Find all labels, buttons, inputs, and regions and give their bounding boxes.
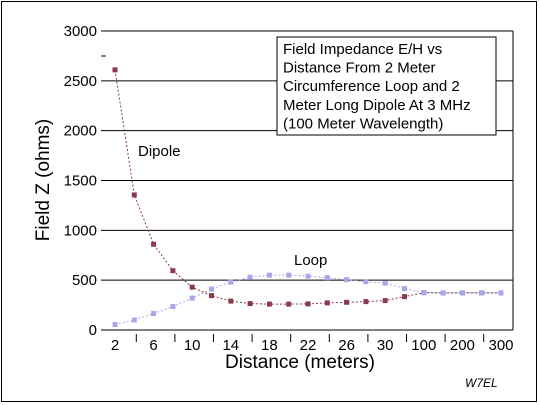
dipole-point: [266, 301, 272, 307]
title-line-1: Field Impedance E/H vs: [283, 41, 442, 58]
title-line-3: Circumference Loop and 2: [283, 78, 460, 95]
y-tick-label-1000: 1000: [64, 222, 97, 239]
y-tick-label-2000: 2000: [64, 123, 97, 140]
y-tick-label-0: 0: [89, 322, 97, 339]
loop-point: [440, 290, 446, 296]
loop-point: [266, 272, 272, 278]
dipole-point: [363, 299, 369, 305]
y-axis-ticks: 0 500 1000 1500 2000 2500 3000: [64, 23, 97, 339]
y-tick-label-500: 500: [72, 272, 97, 289]
loop-point: [363, 279, 369, 285]
title-line-5: (100 Meter Wavelength): [283, 115, 443, 132]
loop-point: [247, 274, 253, 280]
loop-point: [382, 280, 388, 286]
dipole-point: [305, 301, 311, 307]
dipole-point: [402, 294, 407, 300]
loop-point: [189, 295, 195, 301]
y-axis-label: Field Z (ohms): [33, 119, 54, 241]
title-box: [276, 36, 497, 136]
loop-point: [286, 272, 292, 278]
loop-point: [421, 290, 427, 296]
x-axis-label: Distance (meters): [225, 352, 375, 373]
dipole-point: [228, 298, 234, 304]
dipole-point: [112, 67, 118, 73]
loop-point: [498, 290, 504, 296]
loop-point: [402, 286, 407, 292]
loop-point: [344, 277, 350, 283]
loop-point: [479, 290, 485, 296]
axes: [101, 31, 514, 331]
dipole-point: [247, 301, 253, 307]
title-text: Field Impedance E/H vs Distance From 2 Me…: [283, 41, 471, 132]
dipole-point: [151, 241, 157, 247]
y-tick-label-2500: 2500: [64, 73, 97, 90]
x-tick-label-14: 14: [222, 337, 239, 354]
credit-label: W7EL: [465, 376, 498, 390]
loop-point: [112, 322, 118, 328]
loop-point: [305, 273, 311, 279]
loop-point: [209, 286, 214, 292]
loop-point: [131, 317, 137, 323]
x-tick-label-200: 200: [450, 337, 475, 354]
loop-annotation: Loop: [294, 252, 327, 269]
series-loop: [112, 272, 504, 328]
loop-point: [228, 279, 234, 285]
dipole-point: [344, 299, 350, 305]
loop-line: [114, 274, 501, 326]
dipole-point: [189, 284, 195, 290]
x-tick-label-22: 22: [300, 337, 317, 354]
dipole-point: [382, 298, 388, 304]
y-tick-label-3000: 3000: [64, 23, 97, 40]
x-tick-label-100: 100: [411, 337, 436, 354]
x-tick-label-26: 26: [338, 337, 355, 354]
x-tick-label-6: 6: [149, 337, 157, 354]
x-tick-label-30: 30: [377, 337, 394, 354]
title-line-4: Meter Long Dipole At 3 MHz: [283, 97, 471, 114]
x-axis-ticks: 2 6 10 14 18 22 26 30 100 200 300: [111, 334, 514, 354]
dipole-point: [170, 268, 176, 274]
x-tick-label-300: 300: [488, 337, 513, 354]
title-line-2: Distance From 2 Meter: [283, 60, 436, 77]
dipole-point: [131, 192, 137, 198]
x-tick-label-18: 18: [261, 337, 278, 354]
x-tick-label-10: 10: [184, 337, 201, 354]
loop-point: [170, 304, 176, 310]
dipole-point: [286, 301, 292, 307]
loop-point: [151, 311, 157, 317]
dipole-point: [209, 293, 214, 299]
y-tick-label-1500: 1500: [64, 173, 97, 190]
loop-point: [459, 290, 465, 296]
series-layer: [112, 67, 504, 328]
dipole-point: [324, 300, 330, 306]
dipole-annotation: Dipole: [138, 143, 181, 160]
x-tick-label-2: 2: [111, 337, 119, 354]
loop-point: [324, 275, 330, 281]
